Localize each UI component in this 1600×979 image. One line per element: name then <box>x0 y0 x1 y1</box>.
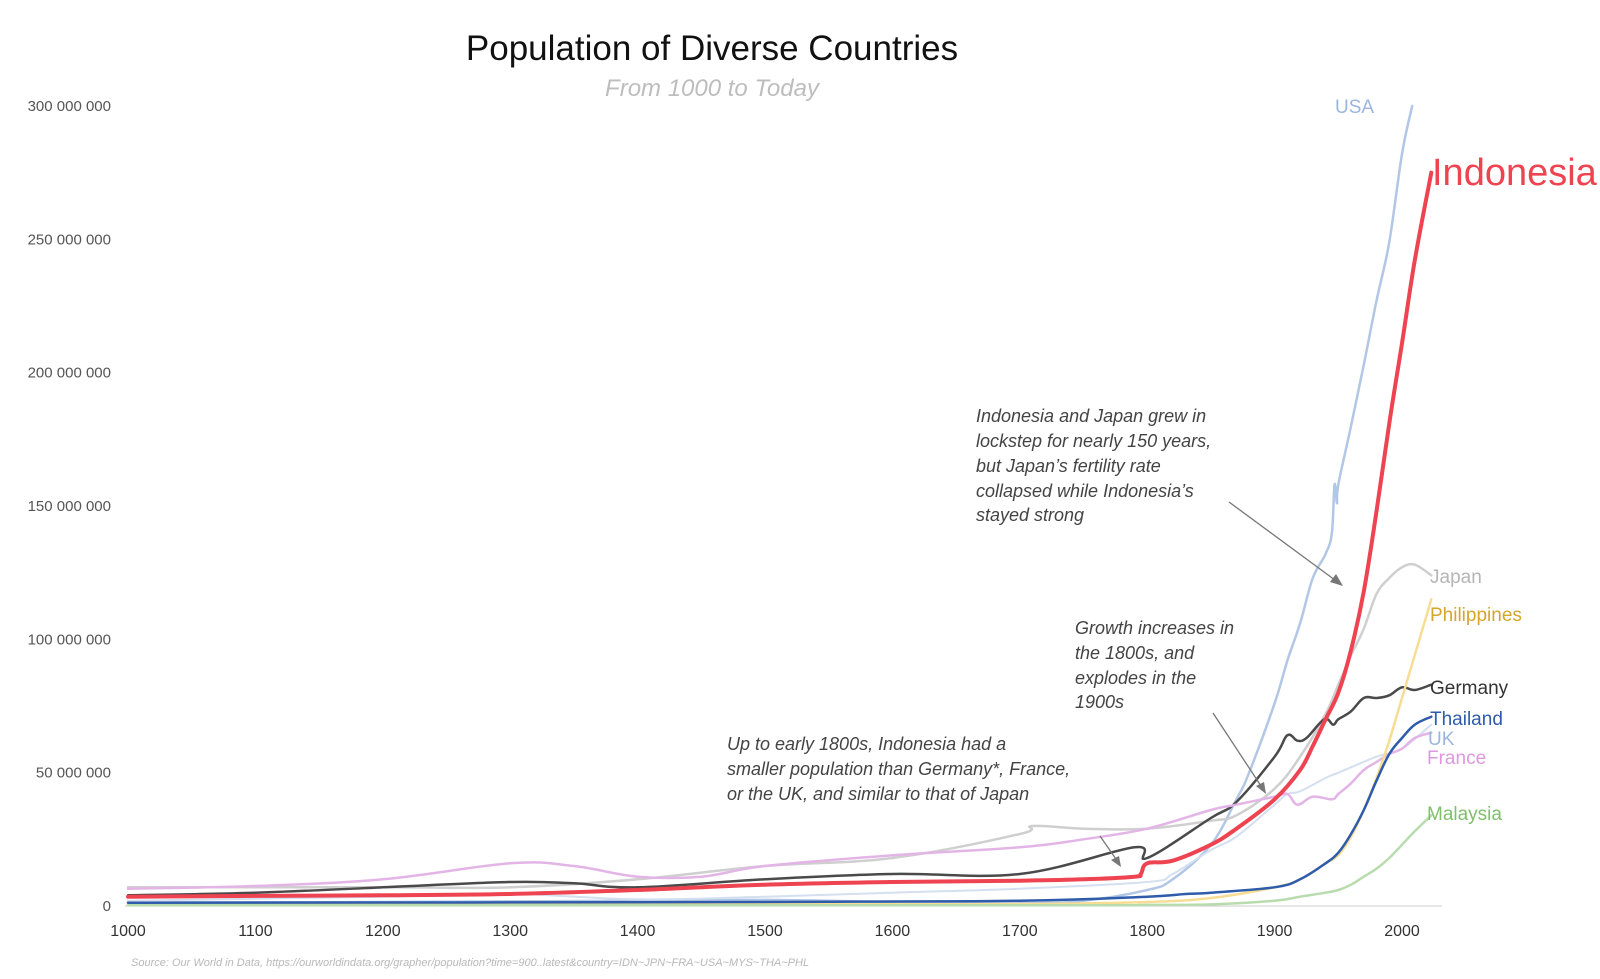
annotation-early1800s: Up to early 1800s, Indonesia had a small… <box>727 734 1121 867</box>
y-tick-label: 50 000 000 <box>36 765 111 782</box>
annotation-early1800s-line-3: or the UK, and similar to that of Japan <box>727 784 1029 804</box>
annotation-lockstep-line-1: Indonesia and Japan grew in <box>976 406 1206 426</box>
series-line-malaysia <box>126 814 1433 907</box>
x-tick-label: 2000 <box>1384 923 1420 940</box>
x-tick-label: 1300 <box>492 923 528 940</box>
x-tick-label: 1500 <box>747 923 783 940</box>
annotation-lockstep-line-5: stayed strong <box>976 505 1084 525</box>
annotation-early1800s-arrowhead <box>1111 856 1121 867</box>
x-axis-ticks: 1000 1100 1200 1300 1400 1500 1600 1700 1800 1900… <box>110 923 1420 940</box>
y-tick-label: 200 000 000 <box>28 365 111 382</box>
y-tick-label: 150 000 000 <box>28 498 111 515</box>
x-tick-label: 1700 <box>1002 923 1038 940</box>
y-tick-label: 250 000 000 <box>28 231 111 248</box>
annotation-early1800s-arrow <box>1099 835 1119 863</box>
label-germany: Germany <box>1430 678 1509 699</box>
y-tick-label: 100 000 000 <box>28 631 111 648</box>
label-usa: USA <box>1335 97 1374 118</box>
annotation-lockstep-arrowhead <box>1330 574 1343 586</box>
annotation-lockstep-arrow <box>1228 501 1340 584</box>
series-line-uk <box>127 723 1433 902</box>
series-line-thailand <box>126 715 1433 905</box>
label-uk: UK <box>1428 729 1455 750</box>
series-line-germany <box>126 683 1433 897</box>
label-philippines: Philippines <box>1430 605 1522 626</box>
label-malaysia: Malaysia <box>1427 804 1502 825</box>
annotation-growth-arrow <box>1212 712 1264 790</box>
annotation-growth-line-2: the 1800s, and <box>1075 643 1195 663</box>
annotation-growth-arrowhead <box>1256 782 1266 794</box>
series-line-france <box>126 731 1433 890</box>
label-thailand: Thailand <box>1430 709 1503 730</box>
source-note: Source: Our World in Data, https://ourwo… <box>131 957 809 969</box>
label-indonesia: Indonesia <box>1432 152 1598 194</box>
x-tick-label: 1100 <box>238 923 273 940</box>
annotation-growth-line-1: Growth increases in <box>1075 618 1234 638</box>
annotation-lockstep-line-4: collapsed while Indonesia’s <box>976 481 1194 501</box>
x-tick-label: 1000 <box>110 923 146 940</box>
x-tick-label: 1900 <box>1257 923 1293 940</box>
annotation-lockstep-line-3: but Japan’s fertility rate <box>976 456 1161 476</box>
chart-title: Population of Diverse Countries <box>466 29 958 68</box>
annotation-growth: Growth increases in the 1800s, and explo… <box>1075 618 1266 794</box>
x-tick-label: 1600 <box>875 923 911 940</box>
y-axis-ticks: 0 50 000 000 100 000 000 150 000 000 200 000… <box>28 98 111 915</box>
x-tick-label: 1800 <box>1129 923 1165 940</box>
annotation-growth-line-4: 1900s <box>1075 692 1124 712</box>
series-lines <box>126 104 1434 907</box>
y-tick-label: 300 000 000 <box>28 98 111 115</box>
label-japan: Japan <box>1430 567 1482 588</box>
label-france: France <box>1427 748 1486 769</box>
series-line-usa <box>126 104 1414 905</box>
chart-subtitle: From 1000 to Today <box>605 75 821 102</box>
x-tick-label: 1200 <box>365 923 401 940</box>
x-tick-label: 1400 <box>620 923 656 940</box>
annotation-early1800s-line-2: smaller population than Germany*, France… <box>727 759 1070 779</box>
annotation-growth-line-3: explodes in the <box>1075 668 1196 688</box>
annotation-early1800s-line-1: Up to early 1800s, Indonesia had a <box>727 734 1006 754</box>
annotation-lockstep-line-2: lockstep for nearly 150 years, <box>976 431 1211 451</box>
series-line-indonesia <box>126 170 1434 899</box>
series-line-japan <box>126 562 1433 890</box>
y-tick-label: 0 <box>103 898 111 915</box>
annotation-lockstep: Indonesia and Japan grew in lockstep for… <box>976 406 1343 586</box>
